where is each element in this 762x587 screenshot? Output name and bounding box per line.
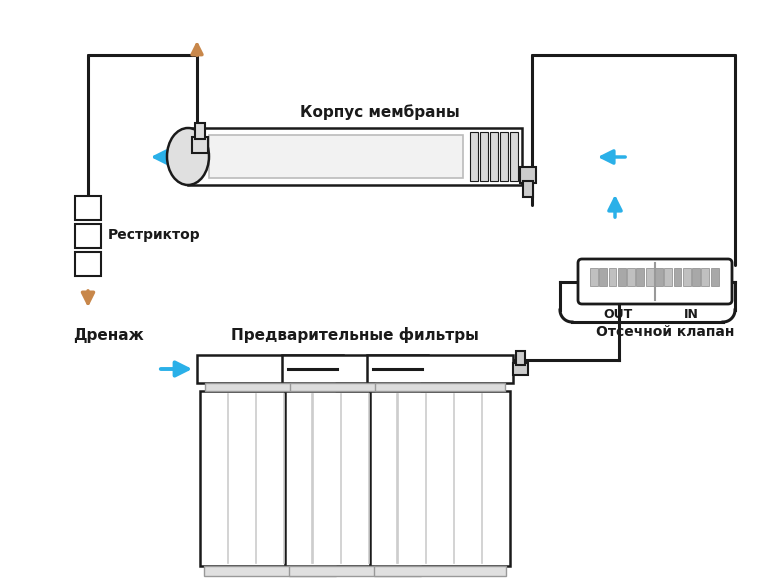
- Bar: [204, 566, 336, 576]
- Bar: [655, 268, 663, 286]
- Bar: [664, 268, 672, 286]
- Bar: [374, 566, 506, 576]
- Bar: [200, 391, 340, 566]
- Bar: [516, 351, 525, 365]
- Bar: [645, 268, 654, 286]
- Text: МЭЙ: МЭЙ: [356, 406, 406, 424]
- Bar: [510, 132, 518, 181]
- Bar: [285, 391, 425, 566]
- Bar: [711, 268, 719, 286]
- Bar: [520, 167, 536, 183]
- Bar: [367, 355, 513, 383]
- Bar: [290, 383, 420, 391]
- Text: Отсечной клапан: Отсечной клапан: [596, 325, 735, 339]
- Bar: [370, 391, 510, 566]
- Bar: [590, 268, 598, 286]
- Text: Рестриктор: Рестриктор: [108, 228, 200, 242]
- Bar: [618, 268, 626, 286]
- Bar: [609, 268, 616, 286]
- Bar: [282, 355, 428, 383]
- Bar: [683, 268, 690, 286]
- Text: СЕРВИС: СЕРВИС: [344, 381, 418, 399]
- Bar: [480, 132, 488, 181]
- Text: Предварительные фильтры: Предварительные фильтры: [231, 327, 479, 343]
- Bar: [209, 135, 463, 178]
- Bar: [513, 363, 528, 375]
- Bar: [636, 268, 645, 286]
- Text: Дренаж: Дренаж: [73, 328, 144, 343]
- Text: OUT: OUT: [604, 308, 633, 321]
- Bar: [188, 128, 522, 185]
- Bar: [702, 268, 709, 286]
- Bar: [205, 383, 335, 391]
- Text: IN: IN: [684, 308, 699, 321]
- Bar: [75, 224, 101, 248]
- FancyBboxPatch shape: [578, 259, 732, 304]
- Bar: [692, 268, 700, 286]
- Bar: [490, 132, 498, 181]
- Bar: [470, 132, 478, 181]
- Bar: [75, 196, 101, 220]
- Bar: [195, 123, 205, 139]
- Bar: [500, 132, 508, 181]
- Bar: [192, 137, 208, 153]
- Bar: [523, 181, 533, 197]
- Text: filtercartridge.ru: filtercartridge.ru: [329, 434, 433, 447]
- Text: Корпус мембраны: Корпус мембраны: [300, 104, 460, 120]
- Bar: [197, 355, 343, 383]
- Ellipse shape: [167, 128, 209, 185]
- Bar: [289, 566, 421, 576]
- Bar: [75, 252, 101, 276]
- Bar: [674, 268, 681, 286]
- Bar: [375, 383, 505, 391]
- Bar: [599, 268, 607, 286]
- Bar: [627, 268, 635, 286]
